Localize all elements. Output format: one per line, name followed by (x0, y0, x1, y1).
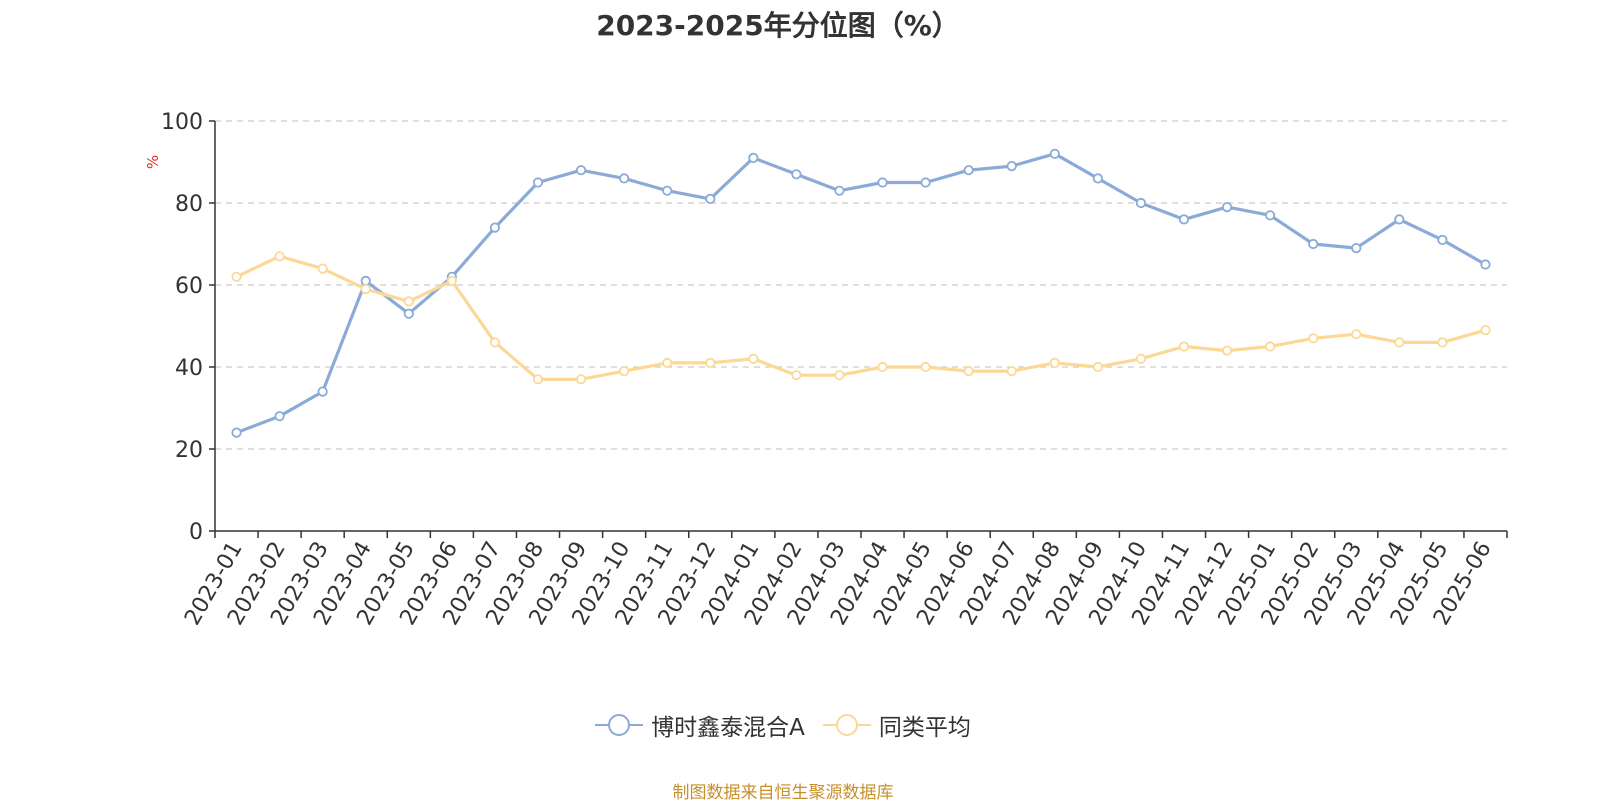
data-point-series-1[interactable] (1351, 243, 1362, 254)
data-point-series-1[interactable] (920, 177, 931, 188)
data-point-series-2[interactable] (1480, 324, 1491, 336)
data-point-series-2[interactable] (1437, 337, 1448, 348)
data-point-series-2[interactable] (1221, 345, 1233, 356)
data-point-series-2[interactable] (1178, 341, 1190, 352)
data-point-series-2[interactable] (1265, 341, 1276, 352)
data-point-series-1[interactable] (1135, 197, 1147, 209)
legend-marker-series-2-icon (822, 714, 871, 736)
y-axis-label: % (144, 155, 162, 169)
source-note: 制图数据来自恒生聚源数据库 (672, 783, 894, 803)
data-point-series-1[interactable] (963, 165, 974, 176)
data-point-series-2[interactable] (619, 365, 630, 377)
data-point-series-1[interactable] (274, 411, 285, 422)
data-point-series-1[interactable] (705, 193, 716, 204)
data-point-series-2[interactable] (1049, 357, 1060, 368)
data-point-series-1[interactable] (489, 222, 501, 233)
data-point-series-1[interactable] (619, 173, 630, 184)
y-tick-label: 80 (175, 192, 203, 217)
legend-label-series-2: 同类平均 (878, 715, 971, 741)
legend: 博时鑫泰混合A 同类平均 (0, 708, 1566, 742)
legend-item-series-1[interactable]: 博时鑫泰混合A (595, 708, 805, 742)
data-point-series-2[interactable] (877, 361, 888, 373)
data-point-series-2[interactable] (963, 365, 974, 377)
grid-lines (215, 120, 1507, 450)
data-point-series-2[interactable] (532, 374, 544, 385)
data-point-series-1[interactable] (662, 185, 673, 196)
data-point-series-2[interactable] (1394, 337, 1405, 348)
legend-label-series-1: 博时鑫泰混合A (651, 715, 805, 741)
data-point-series-1[interactable] (403, 308, 414, 319)
data-point-series-1[interactable] (532, 177, 544, 188)
data-point-series-2[interactable] (791, 370, 802, 381)
data-point-series-2[interactable] (403, 296, 414, 307)
data-point-series-1[interactable] (360, 275, 371, 286)
data-point-series-2[interactable] (489, 337, 501, 348)
legend-item-series-2[interactable]: 同类平均 (822, 708, 971, 742)
y-tick-label: 0 (189, 520, 203, 545)
data-point-series-2[interactable] (1006, 365, 1017, 377)
data-point-series-1[interactable] (1092, 173, 1103, 184)
data-point-series-2[interactable] (446, 275, 457, 286)
data-point-series-2[interactable] (274, 251, 285, 262)
data-point-series-2[interactable] (231, 271, 242, 282)
data-point-series-2[interactable] (1135, 353, 1147, 364)
data-point-series-1[interactable] (1221, 202, 1233, 213)
y-tick-label: 60 (175, 274, 203, 299)
data-point-series-1[interactable] (877, 177, 888, 188)
data-point-series-1[interactable] (1308, 238, 1319, 250)
y-tick-label: 20 (175, 438, 203, 463)
data-point-series-2[interactable] (575, 374, 587, 385)
data-point-series-2[interactable] (920, 361, 931, 373)
data-point-series-1[interactable] (1265, 210, 1276, 221)
data-point-series-1[interactable] (1049, 148, 1060, 159)
y-tick-label: 100 (161, 110, 203, 135)
data-point-series-2[interactable] (662, 357, 673, 368)
data-point-series-1[interactable] (1006, 161, 1017, 172)
data-point-series-1[interactable] (1437, 234, 1448, 245)
data-point-series-2[interactable] (834, 370, 845, 381)
data-point-series-1[interactable] (1394, 214, 1405, 225)
data-point-series-1[interactable] (1480, 259, 1491, 270)
data-point-series-2[interactable] (1092, 361, 1103, 373)
data-point-series-2[interactable] (1308, 333, 1319, 344)
data-point-series-1[interactable] (791, 169, 802, 180)
data-point-series-2[interactable] (748, 353, 759, 364)
data-point-series-2[interactable] (705, 357, 716, 368)
series (231, 148, 1491, 438)
series-line-2 (235, 254, 1486, 381)
data-point-series-1[interactable] (834, 185, 845, 196)
chart-title: 2023-2025年分位图（%） (596, 9, 960, 42)
legend-marker-series-1-icon (595, 714, 644, 736)
data-point-series-1[interactable] (748, 152, 759, 163)
data-point-series-1[interactable] (1178, 214, 1190, 225)
data-point-series-2[interactable] (360, 283, 371, 295)
data-point-series-1[interactable] (231, 427, 242, 438)
data-point-series-1[interactable] (575, 165, 587, 176)
data-point-series-1[interactable] (317, 386, 328, 397)
data-point-series-2[interactable] (1351, 329, 1362, 340)
data-point-series-2[interactable] (317, 263, 328, 274)
y-tick-label: 40 (175, 356, 203, 381)
